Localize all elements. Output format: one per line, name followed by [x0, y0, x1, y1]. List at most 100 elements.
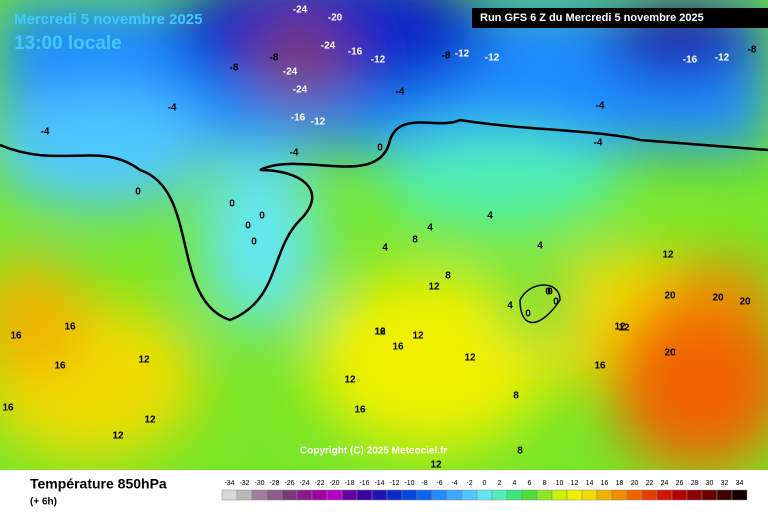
map-field — [0, 0, 768, 470]
colorbar-label: -12 — [389, 480, 399, 487]
contour-label: 0 — [245, 221, 251, 232]
colorbar-cell — [311, 489, 328, 501]
colorbar: -34 -32 -30 -28 -26 -24 -22 -20 -18 -16 -14 -12 -10-… — [221, 480, 748, 501]
header-time: 13:00 locale — [14, 33, 122, 54]
contour-label: 0 — [259, 211, 265, 222]
colorbar-label: -4 — [451, 480, 457, 487]
contour-label: -8 — [230, 63, 239, 74]
colorbar-label: -10 — [404, 480, 414, 487]
colorbar-cell — [431, 489, 448, 501]
contour-label: -12 — [311, 117, 326, 128]
colorbar-label: 24 — [661, 480, 669, 487]
contour-label: 12 — [614, 322, 626, 333]
colorbar-label: 0 — [483, 480, 487, 487]
contour-label: 8 — [513, 391, 519, 402]
colorbar-cell — [401, 489, 418, 501]
contour-label: 12 — [412, 331, 424, 342]
contour-label: -24 — [293, 5, 308, 16]
colorbar-cell — [236, 489, 253, 501]
colorbar-label: -30 — [254, 480, 264, 487]
contour-label: 0 — [545, 287, 551, 298]
contour-label: 12 — [374, 327, 386, 338]
colorbar-label: 28 — [691, 480, 699, 487]
contour-label: 16 — [354, 405, 366, 416]
contour-label: -12 — [455, 49, 470, 60]
contour-label: 12 — [144, 415, 156, 426]
contour-label: -12 — [715, 53, 730, 64]
contour-label: 12 — [430, 460, 442, 471]
footer-title: Température 850hPa — [30, 476, 167, 492]
colorbar-cell — [476, 489, 493, 501]
colorbar-cell — [506, 489, 523, 501]
colorbar-cell — [656, 489, 673, 501]
colorbar-cell — [326, 489, 343, 501]
contour-label: -4 — [41, 127, 50, 138]
colorbar-cell — [446, 489, 463, 501]
colorbar-cell — [581, 489, 598, 501]
contour-label: 16 — [594, 361, 606, 372]
colorbar-cell — [491, 489, 508, 501]
colorbar-cell — [461, 489, 478, 501]
contour-label: 0 — [377, 143, 383, 154]
contour-label: 8 — [412, 235, 418, 246]
colorbar-label: -14 — [374, 480, 384, 487]
colorbar-cell — [341, 489, 358, 501]
contour-label: 4 — [537, 241, 543, 252]
contour-label: 0 — [135, 187, 141, 198]
colorbar-cell — [296, 489, 313, 501]
colorbar-cell — [686, 489, 703, 501]
colorbar-cell — [416, 489, 433, 501]
contour-label: 12 — [344, 375, 356, 386]
contour-label: 20 — [739, 297, 751, 308]
contour-label: 16 — [2, 403, 14, 414]
contour-label: 4 — [507, 301, 513, 312]
contour-label: -8 — [442, 51, 451, 62]
colorbar-cell — [371, 489, 388, 501]
colorbar-label: -22 — [314, 480, 324, 487]
contour-label: 20 — [664, 291, 676, 302]
colorbar-label: -8 — [421, 480, 427, 487]
contour-label: 8 — [445, 271, 451, 282]
copyright: Copyright (C) 2025 Meteociel.fr — [300, 446, 447, 457]
colorbar-label: -26 — [284, 480, 294, 487]
contour-label: -12 — [371, 55, 386, 66]
colorbar-label: 2 — [498, 480, 502, 487]
map-labels: -24-20-24-16-12-24-24-16 -12-8-8 -12 -12-8-… — [2, 5, 756, 471]
contour-label: 12 — [618, 323, 630, 334]
colorbar-label: 22 — [646, 480, 654, 487]
colorbar-cell — [671, 489, 688, 501]
contour-label: 0 — [553, 297, 559, 308]
contour-label: -4 — [596, 101, 605, 112]
contour-label: 4 — [487, 211, 493, 222]
colorbar-label: 20 — [631, 480, 639, 487]
colorbar-label: -32 — [239, 480, 249, 487]
contour-label: 0 — [229, 199, 235, 210]
contour-label: 12 — [662, 250, 674, 261]
colorbar-label: -2 — [466, 480, 472, 487]
contour-label: -16 — [683, 55, 698, 66]
contour-label: 12 — [464, 353, 476, 364]
footer-subtitle: (+ 6h) — [30, 497, 57, 508]
contour-label: 16 — [392, 342, 404, 353]
contour-label: -24 — [321, 41, 336, 52]
colorbar-label: 4 — [513, 480, 517, 487]
contour-label: 16 — [10, 331, 22, 342]
contour-label: 0 — [251, 237, 257, 248]
contour-label: 4 — [382, 243, 388, 254]
colorbar-cell — [221, 489, 238, 501]
colorbar-cell — [251, 489, 268, 501]
contour-label: 20 — [712, 293, 724, 304]
colorbar-cell — [701, 489, 718, 501]
contour-label: -24 — [293, 85, 308, 96]
contour-label: -24 — [283, 67, 298, 78]
colorbar-cell — [641, 489, 658, 501]
colorbar-label: -24 — [299, 480, 309, 487]
contour-label: 12 — [138, 355, 150, 366]
run-label: Run GFS 6 Z du Mercredi 5 novembre 2025 — [480, 12, 704, 24]
colorbar-cell — [521, 489, 538, 501]
contour-label: -20 — [328, 13, 343, 24]
run-box — [472, 8, 768, 28]
colorbar-label: -18 — [344, 480, 354, 487]
colorbar-label: -28 — [269, 480, 279, 487]
contour-label: -4 — [168, 103, 177, 114]
